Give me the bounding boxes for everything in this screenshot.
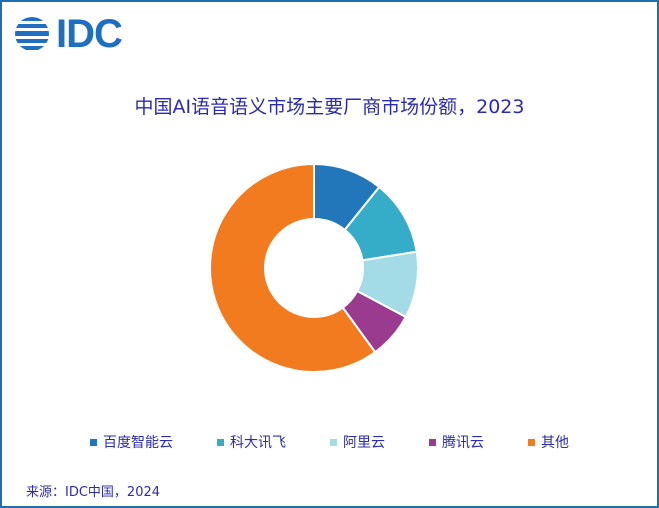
legend-swatch-icon [330, 438, 337, 446]
legend-item: 科大讯飞 [217, 432, 286, 452]
chart-legend: 百度智能云 科大讯飞 阿里云 腾讯云 其他 [0, 432, 659, 452]
idc-logo: IDC [14, 12, 123, 56]
idc-globe-icon [15, 17, 49, 50]
legend-label: 科大讯飞 [230, 435, 286, 451]
legend-swatch-icon [429, 438, 436, 446]
legend-label: 腾讯云 [442, 435, 484, 451]
legend-swatch-icon [217, 438, 224, 446]
legend-item: 腾讯云 [429, 432, 484, 452]
legend-swatch-icon [528, 438, 535, 446]
legend-label: 阿里云 [343, 435, 385, 451]
chart-title: 中国AI语音语义市场主要厂商市场份额，2023 [134, 96, 525, 118]
donut-slice-4 [209, 162, 377, 373]
legend-label: 其他 [541, 435, 569, 451]
logo-text: IDC [56, 12, 123, 56]
legend-item: 百度智能云 [90, 432, 173, 452]
legend-item: 其他 [528, 432, 569, 452]
source-note: 来源：IDC中国，2024 [26, 485, 161, 500]
legend-swatch-icon [90, 438, 97, 446]
legend-label: 百度智能云 [103, 435, 173, 451]
legend-item: 阿里云 [330, 432, 385, 452]
